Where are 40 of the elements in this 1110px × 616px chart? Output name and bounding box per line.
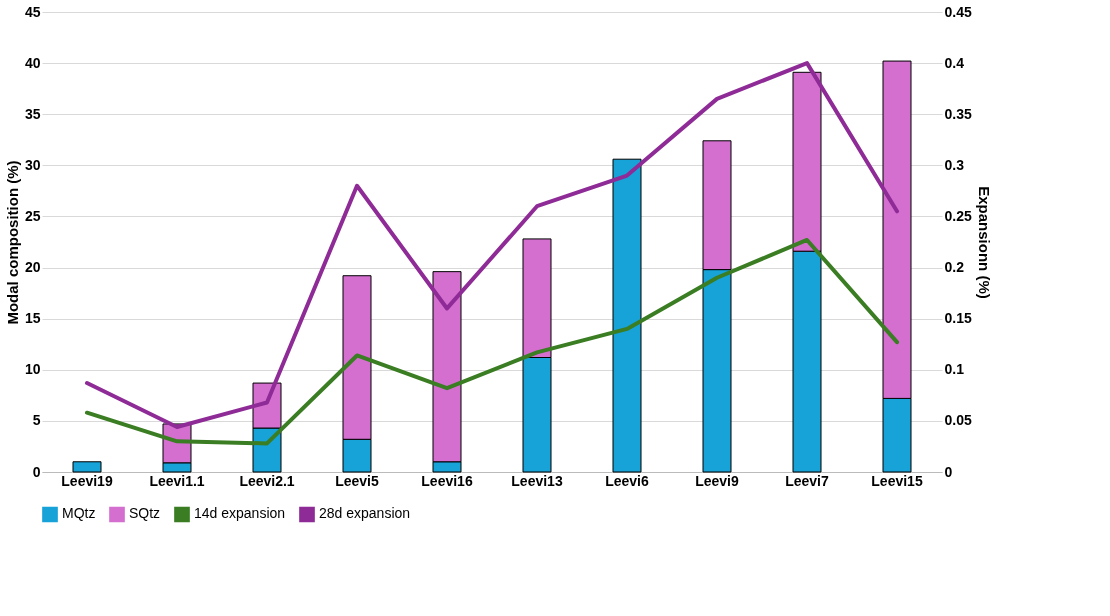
y-tick-label: 10 (24, 361, 41, 378)
y2-tick-label: 0.15 (944, 310, 972, 327)
x-tick-label: Leevi2.1 (239, 472, 295, 489)
legend-label: 28d expansion (319, 505, 411, 522)
y-tick-label: 40 (24, 54, 41, 71)
y2-tick-label: 0.35 (944, 105, 972, 122)
x-tick-label: Leevi6 (605, 472, 649, 489)
y2-tick-label: 0.4 (944, 54, 965, 71)
y2-tick-label: 0 (944, 463, 953, 480)
bar (72, 461, 102, 473)
y2-tick-label: 0.2 (944, 259, 965, 276)
bar (612, 158, 642, 473)
y2-tick-label: 0.25 (944, 207, 972, 224)
y2-tick-label: 0.05 (944, 412, 972, 429)
legend-label: SQtz (129, 505, 161, 522)
y-tick-label: 35 (24, 105, 41, 122)
y-tick-label: 15 (24, 310, 41, 327)
y-tick-label: 5 (32, 412, 41, 429)
y2-tick-label: 0.1 (944, 361, 965, 378)
line-series (85, 61, 899, 430)
y-tick-label: 0 (32, 463, 41, 480)
x-tick-label: Leevi5 (335, 472, 379, 489)
x-tick-label: Leevi13 (511, 472, 563, 489)
x-tick-label: Leevi16 (421, 472, 473, 489)
x-tick-label: Leevi19 (61, 472, 113, 489)
y-tick-label: 45 (24, 3, 41, 20)
y-tick-label: 30 (24, 156, 41, 173)
y-tick-label: 25 (24, 207, 41, 224)
x-tick-label: Leevi7 (785, 472, 829, 489)
line-series (85, 237, 899, 446)
y2-tick-label: 0.45 (944, 3, 972, 20)
y-tick-label: 20 (24, 259, 41, 276)
x-tick-label: Leevi9 (695, 472, 739, 489)
x-tick-label: Leevi15 (871, 472, 923, 489)
y-axis-title: Modal composition (%) (3, 160, 21, 325)
legend-label: MQtz (62, 505, 96, 522)
x-tick-label: Leevi1.1 (149, 472, 205, 489)
y2-tick-label: 0.3 (944, 156, 965, 173)
y2-axis-title: Expansionn (%) (975, 186, 993, 299)
legend-label: 14d expansion (194, 505, 286, 522)
